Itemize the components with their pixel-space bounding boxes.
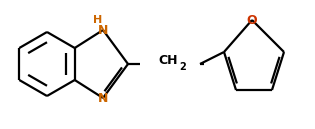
- Text: 2: 2: [180, 62, 186, 72]
- Text: O: O: [247, 14, 257, 26]
- Text: H: H: [93, 15, 103, 25]
- Text: N: N: [98, 91, 108, 104]
- Text: CH: CH: [158, 54, 178, 67]
- Text: N: N: [98, 23, 108, 37]
